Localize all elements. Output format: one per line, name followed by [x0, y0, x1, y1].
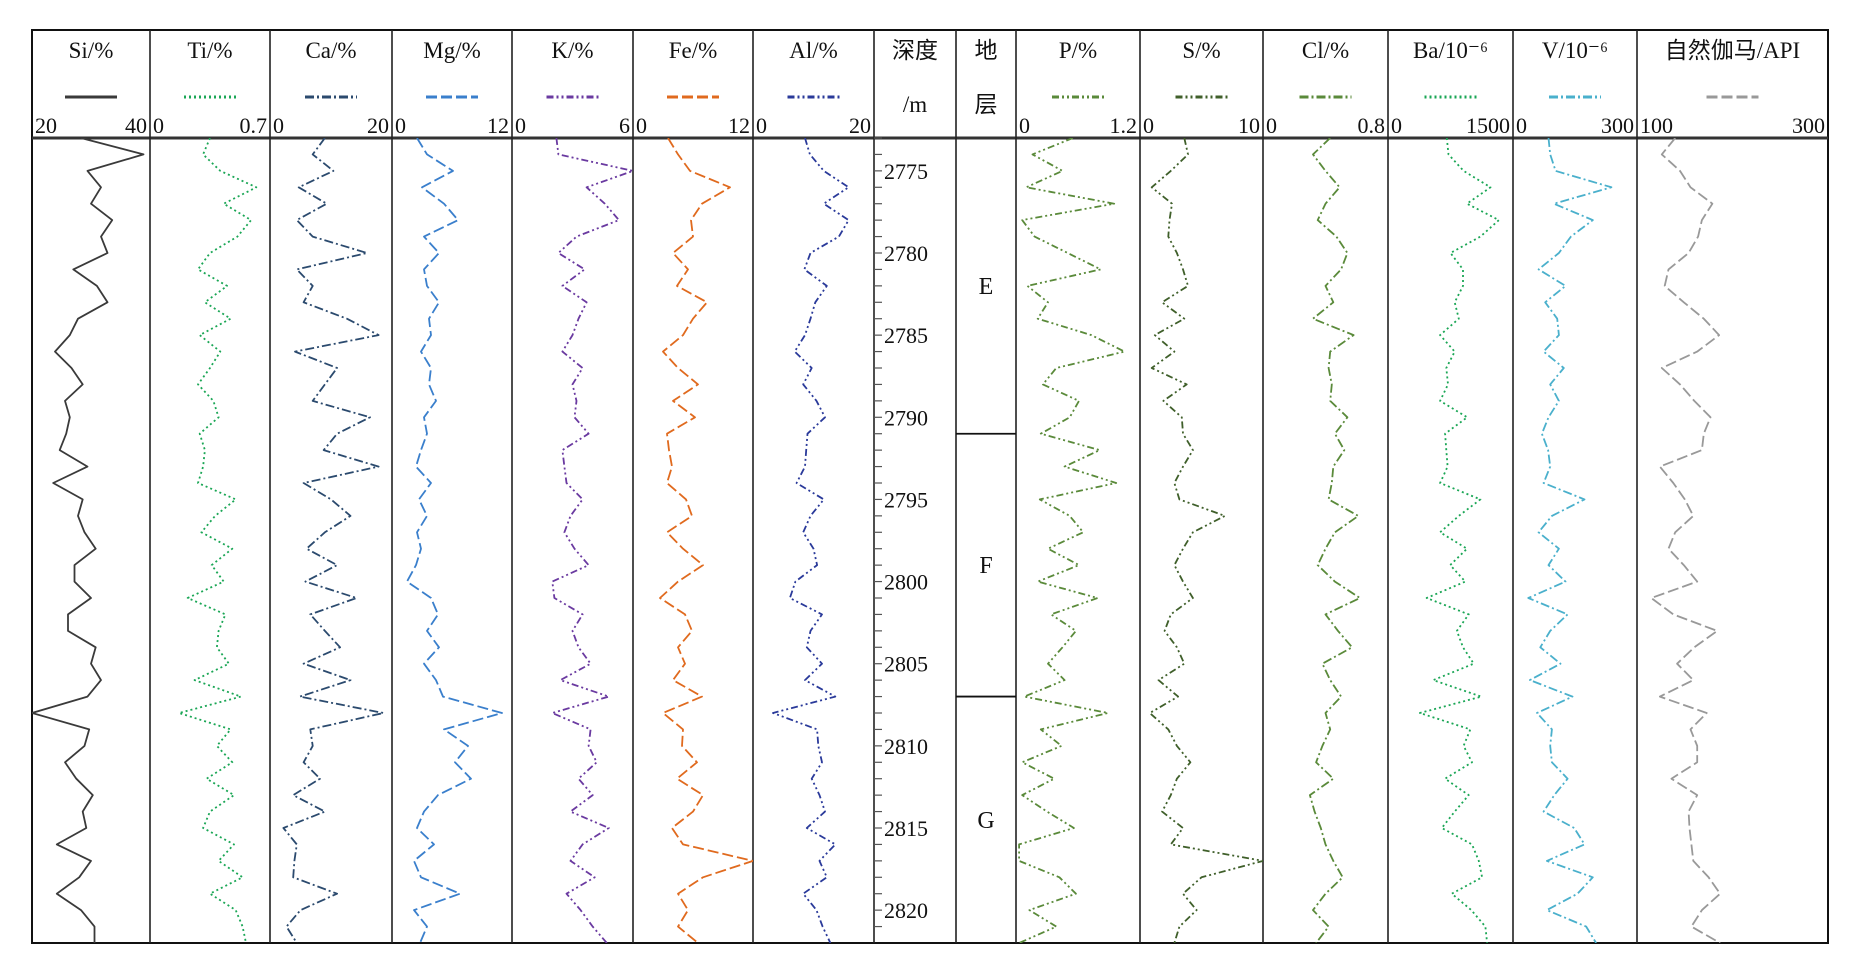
- curve-track-5: [659, 138, 753, 943]
- scale-max-label: 12: [487, 113, 509, 138]
- curve-track-0: [32, 138, 145, 943]
- depth-tick-label: 2800: [884, 570, 928, 595]
- strata-label: G: [977, 808, 994, 834]
- strata-title-2: 层: [975, 92, 998, 117]
- scale-min-label: 0: [1516, 113, 1527, 138]
- scale-max-label: 1500: [1466, 113, 1510, 138]
- curve-track-4: [551, 138, 633, 943]
- scale-min-label: 0: [515, 113, 526, 138]
- grid-lines: [31, 29, 1829, 944]
- depth-tick-label: 2795: [884, 487, 928, 512]
- strata-title: 地: [975, 38, 998, 63]
- depth-tick-label: 2785: [884, 323, 928, 348]
- scale-min-label: 0: [1391, 113, 1402, 138]
- curve-track-8: [1148, 138, 1263, 943]
- scale-max-label: 12: [728, 113, 750, 138]
- curves: [32, 138, 1721, 943]
- scale-min-label: 0: [756, 113, 767, 138]
- strata-label: F: [979, 553, 992, 579]
- track-title: Cl/%: [1302, 38, 1349, 63]
- track-title: Si/%: [69, 38, 114, 63]
- track-title: S/%: [1182, 38, 1220, 63]
- curve-track-12: [1650, 138, 1721, 943]
- depth-title: 深度: [892, 38, 938, 63]
- curve-track-9: [1309, 138, 1361, 943]
- scale-min-label: 0: [395, 113, 406, 138]
- scale-max-label: 0.8: [1358, 113, 1386, 138]
- track-title: Ti/%: [187, 38, 232, 63]
- scale-max-label: 6: [619, 113, 630, 138]
- scale-max-label: 10: [1238, 113, 1260, 138]
- depth-tick-label: 2810: [884, 734, 928, 759]
- curve-track-7: [1018, 138, 1126, 943]
- depth-tick-label: 2815: [884, 816, 928, 841]
- curve-track-1: [178, 138, 258, 943]
- track-title: Mg/%: [423, 38, 481, 63]
- depth-tick-label: 2805: [884, 652, 928, 677]
- strata-label: E: [979, 274, 994, 300]
- scale-min-label: 0: [1266, 113, 1277, 138]
- scale-min-label: 0: [1143, 113, 1154, 138]
- track-title: Fe/%: [669, 38, 718, 63]
- chart-frame: [31, 29, 1829, 944]
- scale-max-label: 1.2: [1110, 113, 1138, 138]
- track-title: 自然伽马/API: [1665, 38, 1800, 63]
- depth-tick-label: 2790: [884, 405, 928, 430]
- curve-track-2: [282, 138, 385, 943]
- scale-min-label: 0: [636, 113, 647, 138]
- depth-tick-label: 2775: [884, 159, 928, 184]
- curve-track-6: [772, 138, 850, 943]
- scale-max-label: 300: [1601, 113, 1634, 138]
- track-title: Ca/%: [305, 38, 356, 63]
- scale-min-label: 0: [153, 113, 164, 138]
- scale-min-label: 100: [1640, 113, 1673, 138]
- scale-max-label: 40: [125, 113, 147, 138]
- scale-min-label: 0: [1019, 113, 1030, 138]
- scale-max-label: 0.7: [240, 113, 268, 138]
- curve-track-11: [1527, 138, 1613, 943]
- track-title: K/%: [551, 38, 593, 63]
- depth-tick-label: 2780: [884, 241, 928, 266]
- strata-track: 地层 E F G: [956, 38, 1016, 834]
- track-title: V/10⁻⁶: [1542, 38, 1608, 63]
- scale-max-label: 20: [849, 113, 871, 138]
- curve-track-10: [1419, 138, 1500, 943]
- scale-max-label: 300: [1792, 113, 1825, 138]
- curve-track-3: [406, 138, 503, 943]
- scale-min-label: 20: [35, 113, 57, 138]
- track-title: Al/%: [789, 38, 838, 63]
- depth-tick-label: 2820: [884, 898, 928, 923]
- depth-unit: /m: [903, 92, 927, 117]
- scale-max-label: 20: [367, 113, 389, 138]
- depth-track: 深度/m 2775 2780 2785 2790 2795 2800 2805 2810 2815…: [874, 38, 938, 928]
- scale-min-label: 0: [273, 113, 284, 138]
- track-title: P/%: [1059, 38, 1097, 63]
- track-title: Ba/10⁻⁶: [1413, 38, 1488, 63]
